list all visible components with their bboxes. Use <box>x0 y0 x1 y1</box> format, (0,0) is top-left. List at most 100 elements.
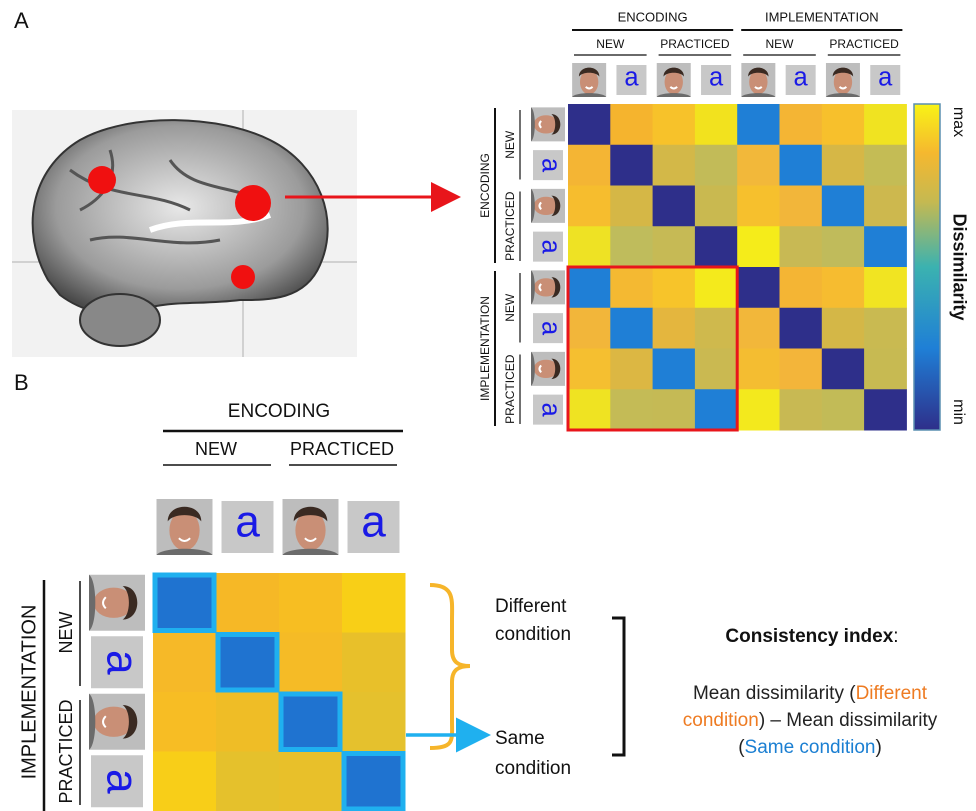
matrix-cell <box>737 186 780 227</box>
matrix-cell <box>780 349 823 390</box>
row-subgroup-label: PRACTICED <box>503 191 517 261</box>
matrix-cell <box>695 226 738 267</box>
matrix-cell <box>216 692 280 752</box>
matrix-cell <box>822 226 865 267</box>
matrix-cell <box>780 389 823 430</box>
column-group-label: IMPLEMENTATION <box>765 9 879 24</box>
matrix-cell <box>864 145 907 186</box>
formula-segment: ) <box>875 737 881 758</box>
stimulus-letter: a <box>361 498 386 547</box>
matrix-cell <box>568 308 611 349</box>
same-label: Same <box>495 728 545 749</box>
matrix-cell <box>279 692 343 752</box>
colorbar <box>914 104 940 430</box>
matrix-cell <box>822 104 865 145</box>
matrix-cell <box>737 104 780 145</box>
matrix-cell <box>822 349 865 390</box>
matrix-cell <box>737 308 780 349</box>
matrix-cell <box>822 267 865 308</box>
row-group-label: ENCODING <box>478 153 492 218</box>
matrix-cell <box>279 573 343 633</box>
matrix-cell <box>568 145 611 186</box>
column-subgroup-label: NEW <box>195 439 237 459</box>
colorbar-max: max <box>950 107 967 137</box>
stimulus-letter: a <box>536 403 564 418</box>
letter-stimulus: a <box>870 64 900 95</box>
matrix-cell <box>342 633 406 693</box>
matrix-cell <box>822 145 865 186</box>
stimulus-letter: a <box>624 64 639 92</box>
letter-stimulus: a <box>348 498 400 553</box>
matrix-cell <box>695 389 738 430</box>
consistency-title: Consistency index: <box>725 626 898 647</box>
different-label: condition <box>495 624 571 645</box>
matrix-cell <box>864 267 907 308</box>
matrix-cell <box>342 692 406 752</box>
consistency-line: condition) – Mean dissimilarity <box>683 710 938 731</box>
matrix-cell <box>279 752 343 811</box>
matrix-cell <box>568 226 611 267</box>
matrix-cell <box>568 186 611 227</box>
matrix-cell <box>864 389 907 430</box>
face-stimulus <box>89 575 145 631</box>
matrix-cell <box>864 226 907 267</box>
matrix-cell <box>279 633 343 693</box>
matrix-cell <box>216 752 280 811</box>
matrix-cell <box>780 145 823 186</box>
stimulus-letter: a <box>536 158 564 173</box>
row-subgroup-label: PRACTICED <box>56 699 76 803</box>
face-stimulus <box>741 63 775 97</box>
column-group-label: ENCODING <box>228 401 330 422</box>
matrix-cell <box>653 267 696 308</box>
brain-image <box>12 110 357 357</box>
figure: A B a a a a a a a a ENCODING NEW PRACTICED ENCODING… <box>0 0 976 811</box>
matrix-cell <box>153 573 217 633</box>
matrix-cell <box>568 349 611 390</box>
matrix-cell <box>737 349 780 390</box>
matrix-cell <box>653 308 696 349</box>
matrix-cell <box>153 752 217 811</box>
face-stimulus <box>531 352 565 386</box>
row-subgroup-label: NEW <box>56 611 76 653</box>
matrix-cell <box>737 226 780 267</box>
letter-stimulus: a <box>786 64 816 95</box>
row-subgroup-label: NEW <box>503 130 517 159</box>
column-subgroup-label: PRACTICED <box>290 439 394 459</box>
matrix-cell <box>864 349 907 390</box>
matrix-cell <box>153 633 217 693</box>
matrix-cell <box>780 308 823 349</box>
matrix-cell <box>695 349 738 390</box>
face-stimulus <box>531 189 565 223</box>
bracket <box>612 618 624 755</box>
matrix-cell <box>737 145 780 186</box>
letter-stimulus: a <box>701 64 731 95</box>
matrix-cell <box>342 573 406 633</box>
row-subgroup-label: PRACTICED <box>503 354 517 424</box>
face-stimulus <box>572 63 606 97</box>
matrix-cell <box>653 186 696 227</box>
colorbar-title: Dissimilarity <box>949 213 969 320</box>
brace <box>430 585 470 748</box>
panel-label: A <box>14 8 29 33</box>
matrix-cell <box>610 145 653 186</box>
same-label: condition <box>495 758 571 779</box>
matrix-cell <box>822 308 865 349</box>
matrix-cell <box>653 389 696 430</box>
matrix-cell <box>780 104 823 145</box>
stimulus-letter: a <box>97 769 146 794</box>
stimulus-letter: a <box>794 64 809 92</box>
title-text: Consistency index <box>725 626 893 647</box>
stimulus-letter: a <box>536 321 564 336</box>
title-suffix: : <box>893 626 898 647</box>
colorbar-min: min <box>950 399 967 425</box>
matrix-cell <box>610 308 653 349</box>
matrix-cell <box>737 389 780 430</box>
matrix-cell <box>737 267 780 308</box>
panel-label: B <box>14 370 29 395</box>
matrix-cell <box>695 308 738 349</box>
row-subgroup-label: NEW <box>503 293 517 322</box>
formula-segment: ) – Mean dissimilarity <box>759 710 938 731</box>
column-subgroup-label: NEW <box>596 37 625 51</box>
stimulus-letter: a <box>709 64 724 92</box>
matrix-cell <box>864 186 907 227</box>
